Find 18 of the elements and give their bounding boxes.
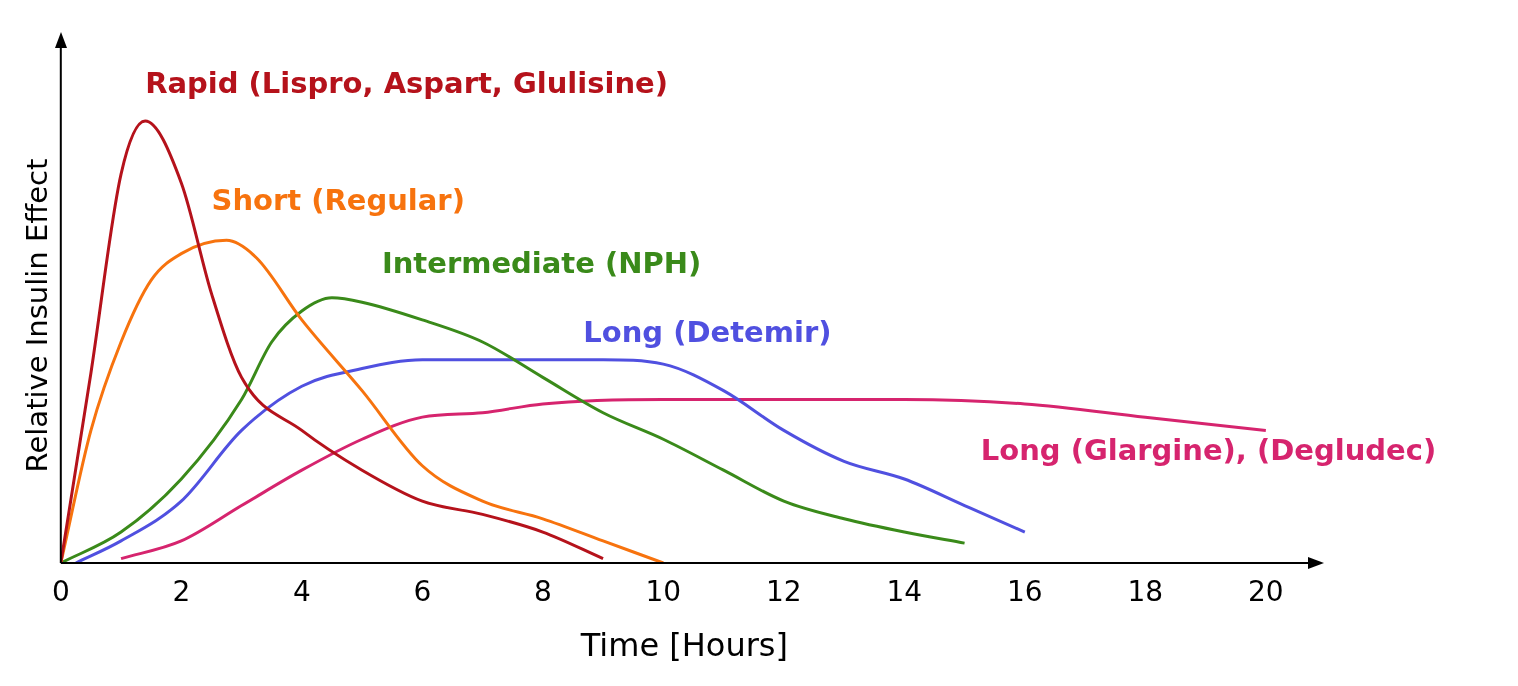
- x-tick-label: 18: [1127, 575, 1164, 609]
- series-label: Long (Glargine), (Degludec): [980, 433, 1437, 468]
- x-tick-label: 12: [765, 575, 802, 609]
- x-tick-label: 4: [292, 575, 311, 609]
- series-label: Short (Regular): [211, 183, 465, 218]
- x-tick-label: 20: [1248, 575, 1284, 609]
- x-tick-label: 2: [172, 575, 191, 609]
- y-axis-title: Relative Insulin Effect: [19, 158, 54, 473]
- series-label: Long (Detemir): [583, 315, 832, 350]
- series-label: Intermediate (NPH): [381, 245, 702, 280]
- x-tick-label: 6: [413, 575, 432, 609]
- x-tick-label: 16: [1007, 575, 1043, 609]
- series-label: Rapid (Lispro, Aspart, Glulisine): [145, 66, 668, 101]
- x-tick-label: 0: [51, 575, 70, 609]
- x-tick-label: 10: [645, 575, 682, 609]
- x-tick-label: 8: [533, 575, 552, 609]
- x-tick-label: 14: [886, 575, 923, 609]
- x-axis-title: Time [Hours]: [579, 626, 788, 665]
